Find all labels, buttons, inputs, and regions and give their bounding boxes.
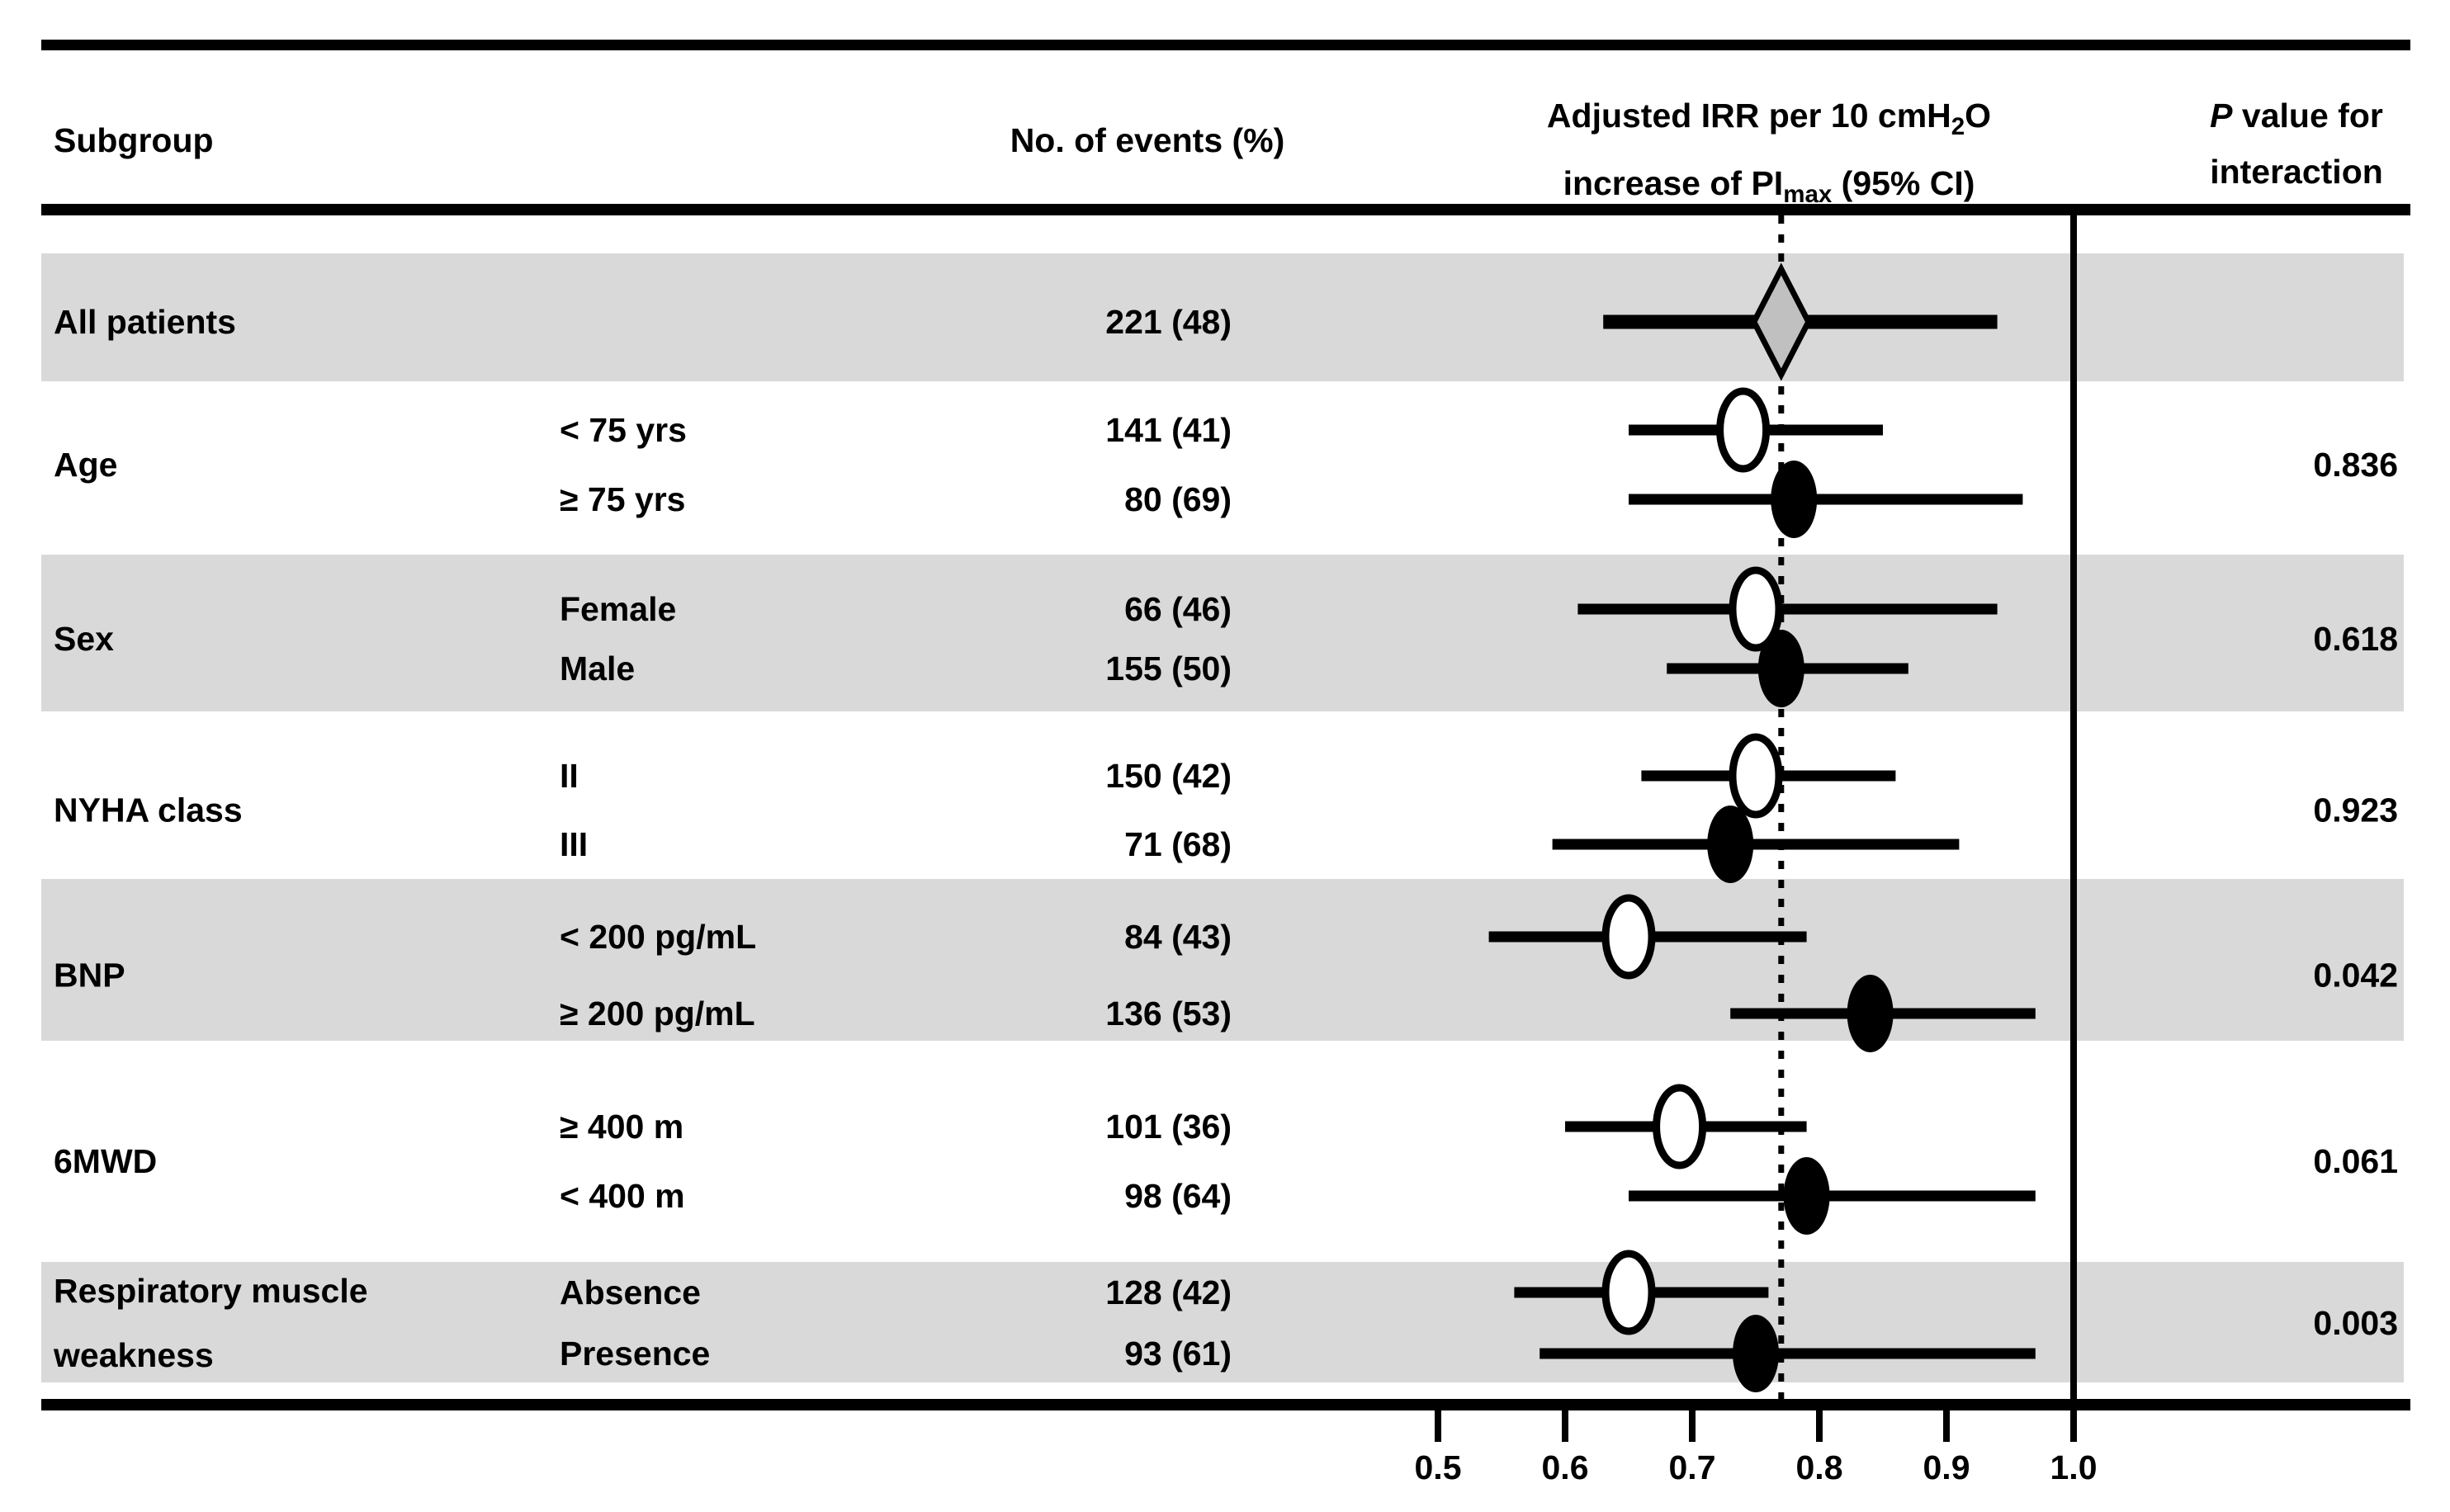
- column-header-irr: Adjusted IRR per 10 cmH2O increase of PI…: [1547, 87, 1991, 223]
- open-circle-marker: [1716, 387, 1771, 473]
- axis-tick-label: 0.8: [1796, 1448, 1843, 1486]
- group-label: NYHA class: [54, 791, 243, 829]
- group-label-line2: weakness: [53, 1336, 214, 1374]
- interaction-p-value: 0.836: [2313, 446, 2398, 484]
- category-label: ≥ 75 yrs: [560, 480, 685, 518]
- interaction-p-value: 0.923: [2313, 791, 2398, 829]
- group-label: BNP: [54, 957, 125, 995]
- filled-circle-marker: [1771, 461, 1818, 538]
- events-count-value: 71 (68): [1124, 825, 1232, 863]
- open-circle-marker: [1729, 566, 1783, 652]
- axis-tick-label: 0.5: [1415, 1448, 1462, 1486]
- column-header-pvalue: P value for interaction: [2210, 87, 2383, 200]
- events-count-value: 150 (42): [1105, 757, 1232, 795]
- events-count-value: 93 (61): [1124, 1335, 1232, 1373]
- axis-tick-label: 0.7: [1669, 1448, 1716, 1486]
- events-count-value: 155 (50): [1105, 650, 1232, 687]
- group-label: Respiratory muscle: [54, 1272, 368, 1310]
- group-label: Age: [54, 446, 117, 484]
- category-label: < 400 m: [560, 1177, 685, 1215]
- events-count-value: 221 (48): [1105, 303, 1232, 341]
- pvalue-header-line1: P value for: [2210, 97, 2383, 135]
- axis-tick-label: 0.9: [1923, 1448, 1970, 1486]
- column-header-events-label: No. of events (%): [1010, 121, 1285, 159]
- table-top-border: [41, 40, 2410, 50]
- column-header-events: No. of events (%): [1010, 112, 1285, 168]
- open-circle-marker: [1601, 894, 1656, 980]
- events-count-value: 141 (41): [1105, 411, 1232, 449]
- filled-circle-marker: [1847, 975, 1894, 1052]
- filled-circle-marker: [1757, 630, 1804, 707]
- interaction-p-value: 0.061: [2313, 1142, 2398, 1180]
- irr-header-line2: increase of PImax (95% CI): [1563, 164, 1975, 209]
- column-header-subgroup-label: Subgroup: [54, 121, 214, 159]
- events-count-value: 80 (69): [1124, 480, 1232, 518]
- events-count-value: 128 (42): [1105, 1273, 1232, 1311]
- x-axis-line: [41, 1399, 2410, 1410]
- header-bottom-border: [41, 204, 2410, 215]
- overall-estimate-diamond-marker: [1750, 262, 1812, 381]
- axis-tick-label: 1.0: [2050, 1448, 2098, 1486]
- row-shading-band: [41, 1262, 2404, 1382]
- axis-tick-label: 0.6: [1542, 1448, 1589, 1486]
- group-label: All patients: [54, 303, 236, 341]
- category-label: < 75 yrs: [560, 411, 687, 449]
- filled-circle-marker: [1707, 806, 1754, 883]
- interaction-p-value: 0.618: [2313, 620, 2398, 658]
- category-label: Absence: [560, 1273, 701, 1311]
- category-label: Male: [560, 650, 635, 687]
- filled-circle-marker: [1783, 1157, 1830, 1235]
- category-label: Female: [560, 590, 676, 628]
- open-circle-marker: [1729, 733, 1783, 819]
- category-label: < 200 pg/mL: [560, 918, 756, 956]
- open-circle-marker: [1601, 1250, 1656, 1335]
- irr-header-line1: Adjusted IRR per 10 cmH2O: [1546, 97, 1992, 141]
- group-label: 6MWD: [54, 1142, 157, 1180]
- events-count-value: 98 (64): [1124, 1177, 1232, 1215]
- events-count-value: 84 (43): [1124, 918, 1232, 956]
- column-header-subgroup: Subgroup: [54, 112, 214, 168]
- events-count-value: 136 (53): [1105, 995, 1232, 1032]
- pvalue-header-line2: interaction: [2210, 153, 2383, 191]
- events-count-value: 101 (36): [1105, 1108, 1232, 1146]
- filled-circle-marker: [1733, 1315, 1779, 1392]
- interaction-p-value: 0.003: [2313, 1304, 2398, 1342]
- events-count-value: 66 (46): [1124, 590, 1232, 628]
- open-circle-marker: [1653, 1084, 1707, 1169]
- interaction-p-value: 0.042: [2313, 957, 2398, 995]
- row-shading-band: [41, 253, 2404, 381]
- category-label: ≥ 400 m: [560, 1108, 683, 1146]
- row-shading-band: [41, 555, 2404, 711]
- group-label: Sex: [54, 620, 114, 658]
- category-label: II: [560, 757, 579, 795]
- category-label: III: [560, 825, 588, 863]
- category-label: ≥ 200 pg/mL: [560, 995, 755, 1032]
- category-label: Presence: [560, 1335, 710, 1373]
